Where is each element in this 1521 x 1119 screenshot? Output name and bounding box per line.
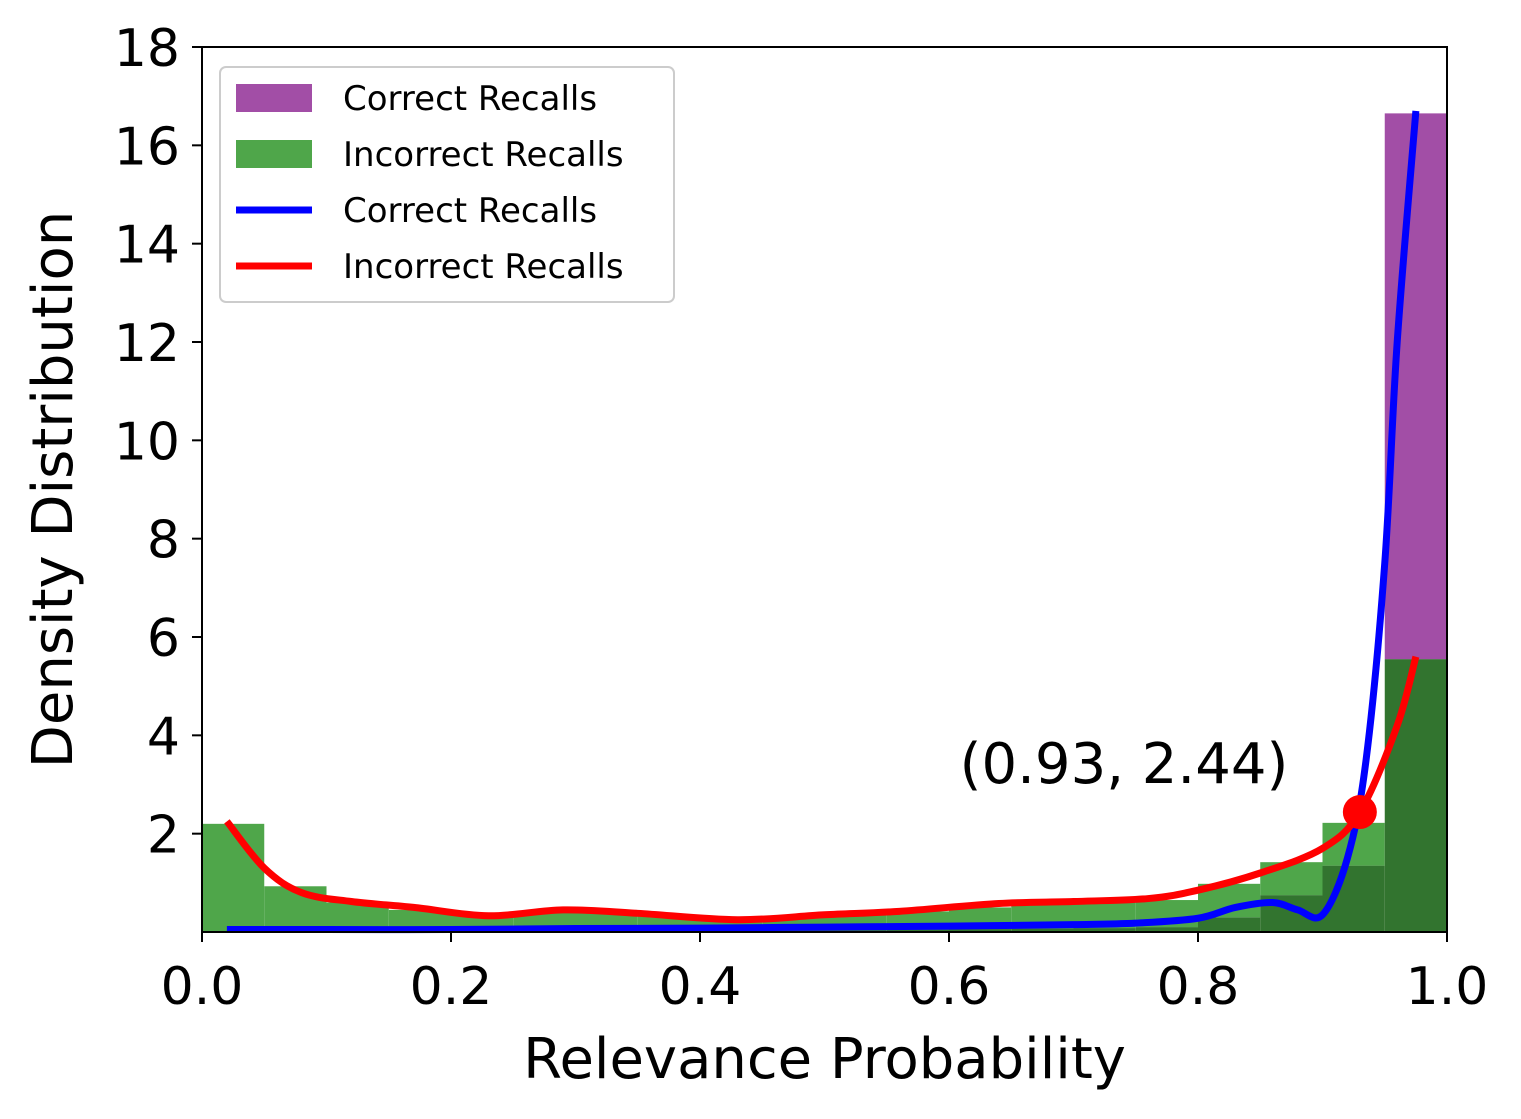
x-axis-label: Relevance Probability (523, 1027, 1126, 1092)
y-tick-label: 2 (147, 806, 180, 866)
incorrect-bar-0 (202, 824, 264, 931)
overlap-bar-19 (1385, 659, 1447, 932)
y-tick-label: 14 (114, 216, 180, 276)
x-tick-label: 0.4 (659, 957, 742, 1017)
y-tick-label: 10 (114, 412, 180, 472)
annotation: (0.93, 2.44) (960, 732, 1377, 829)
legend-label: Correct Recalls (343, 191, 597, 231)
y-tick-label: 8 (147, 511, 180, 571)
legend: Correct Recalls Incorrect Recalls Correct … (220, 67, 674, 302)
legend-label: Incorrect Recalls (343, 247, 624, 287)
y-tick-label: 16 (114, 117, 180, 177)
y-tick-label: 12 (114, 314, 180, 374)
x-tick-label: 0.0 (161, 957, 244, 1017)
legend-patch (236, 140, 312, 168)
y-tick-label: 6 (147, 609, 180, 669)
y-axis-label: Density Distribution (21, 211, 86, 768)
y-tick-label: 4 (147, 707, 180, 767)
x-tick-label: 0.6 (908, 957, 991, 1017)
x-tick-label: 0.2 (410, 957, 493, 1017)
legend-patch (236, 84, 312, 112)
x-tick-label: 1.0 (1406, 957, 1489, 1017)
x-tick-label: 0.8 (1157, 957, 1240, 1017)
intersection-marker (1343, 795, 1377, 829)
annotation-label: (0.93, 2.44) (960, 732, 1289, 797)
legend-label: Correct Recalls (343, 79, 597, 119)
y-tick-label: 18 (114, 19, 180, 79)
legend-label: Incorrect Recalls (343, 135, 624, 175)
